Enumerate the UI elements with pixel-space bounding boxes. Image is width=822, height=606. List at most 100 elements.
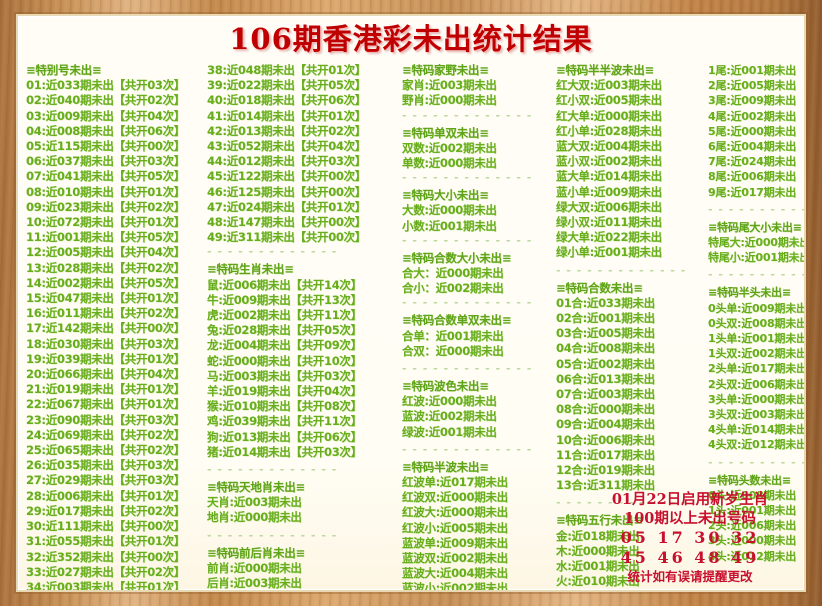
section-header-wuxing: ≡特码五行未出≡ xyxy=(556,513,643,528)
stat-line: 12合:近019期未出 xyxy=(556,463,655,478)
stat-line: 绿大双:近006期未出 xyxy=(556,199,662,214)
stat-line: 红波小:近005期未出 xyxy=(402,520,508,535)
stat-line: 13:近028期未出【共开02次】 xyxy=(26,260,186,275)
stat-line: 39:近022期未出【共开05次】 xyxy=(207,78,367,93)
col3-daxiao-lines: 大数:近000期未出 小数:近001期未出 xyxy=(402,203,552,233)
stat-line: 17:近142期未出【共开00次】 xyxy=(26,321,186,336)
column-2: 38:近048期未出【共开01次】 39:近022期未出【共开05次】 40:近01… xyxy=(205,63,400,590)
stat-line: 21:近019期未出【共开01次】 xyxy=(26,382,186,397)
poster-inner: 106期香港彩未出统计结果 ≡特别号未出≡ 01:近033期未出【共开03次】 0… xyxy=(16,14,806,592)
divider: - - - - - - - - - - - - - xyxy=(556,263,687,277)
stat-line: 鼠:近006期未出【共开14次】 xyxy=(207,277,362,292)
stat-line: 鸡:近039期未出【共开11次】 xyxy=(207,414,362,429)
stat-line: 10合:近006期未出 xyxy=(556,432,655,447)
stat-line: 猪:近014期未出【共开03次】 xyxy=(207,444,362,459)
stat-line: 38:近048期未出【共开01次】 xyxy=(207,63,367,77)
stat-line: 22:近067期未出【共开01次】 xyxy=(26,397,186,412)
stat-line: 红大双:近003期未出 xyxy=(556,78,662,93)
stat-line: 4头:近012期未出 xyxy=(708,549,797,563)
divider: - - - - - - - - - - - - - xyxy=(402,171,533,185)
stat-line: 33:近027期未出【共开02次】 xyxy=(26,564,186,579)
footer-line-3: 统计如有误请提醒更改 xyxy=(627,569,753,584)
stat-line: 13合:近311期未出 xyxy=(556,478,655,493)
footer-notice: 01月22日启用新岁生肖 100期以上未出号码 05 17 30 32 45 4… xyxy=(586,490,794,586)
col2-zodiac-lines: 鼠:近006期未出【共开14次】 牛:近009期未出【共开13次】 虎:近002期未… xyxy=(207,278,398,460)
divider: - - - - - - - - - - - - - xyxy=(556,496,687,510)
stat-line: 25:近065期未出【共开02次】 xyxy=(26,443,186,458)
stat-line: 马:近003期未出【共开03次】 xyxy=(207,368,362,383)
stat-line: 2头双:近006期未出 xyxy=(708,377,806,391)
stat-line: 虎:近002期未出【共开11次】 xyxy=(207,308,362,323)
col5-weidaxiao-lines: 特尾大:近000期未出 特尾小:近001期未出 xyxy=(708,235,806,265)
stat-line: 43:近052期未出【共开04次】 xyxy=(207,139,367,154)
stat-line: 01合:近033期未出 xyxy=(556,295,655,310)
col4-banbanbo-lines: 红大双:近003期未出 红小双:近005期未出 红大单:近000期未出 红小单:近02… xyxy=(556,78,704,260)
stat-line: 23:近090期未出【共开03次】 xyxy=(26,412,186,427)
stat-line: 49:近311期未出【共开00次】 xyxy=(207,230,367,245)
stat-line: 2头:近006期未出 xyxy=(708,519,797,533)
stat-line: 09合:近004期未出 xyxy=(556,417,655,432)
stat-line: 狗:近013期未出【共开06次】 xyxy=(207,429,362,444)
section-header-wei-daxiao: ≡特码尾大小未出≡ xyxy=(708,220,802,234)
col5-toushu-lines: 0头:近008期未出 1头:近001期未出 2头:近006期未出 3头:近000期未出… xyxy=(708,488,804,564)
stat-line: 28:近006期未出【共开01次】 xyxy=(26,488,186,503)
col1-lines: 01:近033期未出【共开03次】 02:近040期未出【共开02次】 03:近00… xyxy=(26,78,203,590)
stat-line: 金:近018期未出 xyxy=(556,528,640,543)
page-title: 106期香港彩未出统计结果 xyxy=(229,22,593,56)
stat-line: 24:近069期未出【共开02次】 xyxy=(26,427,186,442)
stat-line: 44:近012期未出【共开03次】 xyxy=(207,154,367,169)
stat-line: 04合:近008期未出 xyxy=(556,341,655,356)
stat-line: 小数:近001期未出 xyxy=(402,218,497,233)
section-header-qianhou: ≡特码前后肖未出≡ xyxy=(207,545,305,560)
stat-line: 6尾:近004期未出 xyxy=(708,140,797,154)
stat-line: 11合:近017期未出 xyxy=(556,447,655,462)
stat-line: 猴:近010期未出【共开08次】 xyxy=(207,399,362,414)
column-4: ≡特码半半波未出≡ 红大双:近003期未出 红小双:近005期未出 红大单:近000… xyxy=(554,63,706,590)
stat-line: 2头单:近017期未出 xyxy=(708,362,806,376)
stat-line: 2尾:近005期未出 xyxy=(708,79,797,93)
stat-line: 红波双:近000期未出 xyxy=(402,490,508,505)
stat-line: 特尾大:近000期未出 xyxy=(708,236,806,250)
col2-qianhou-lines: 前肖:近000期未出 后肖:近003期未出 xyxy=(207,561,398,590)
divider: - - - - - - - - - - - - - xyxy=(708,202,804,216)
stat-line: 02合:近001期未出 xyxy=(556,311,655,326)
divider: - - - - - - - - - - - - - xyxy=(402,362,533,376)
stat-line: 32:近352期未出【共开00次】 xyxy=(26,549,186,564)
col3-heshu-daxiao-lines: 合大：近000期未出 合小：近002期未出 xyxy=(402,266,552,296)
section-header-toushu: ≡特码头数未出≡ xyxy=(708,473,791,487)
stat-line: 4头单:近014期未出 xyxy=(708,423,806,437)
section-header-heshu-danshuang: ≡特码合数单双未出≡ xyxy=(402,313,512,328)
stat-line: 9尾:近017期未出 xyxy=(708,185,797,199)
divider: - - - - - - - - - - - - - xyxy=(207,528,338,542)
column-5: 1尾:近001期未出 2尾:近005期未出 3尾:近009期未出 4尾:近002期未出… xyxy=(706,63,806,564)
stat-line: 40:近018期未出【共开06次】 xyxy=(207,93,367,108)
col3-jiaye-lines: 家肖:近003期未出 野肖:近000期未出 xyxy=(402,78,552,108)
stat-line: 天肖:近003期未出 xyxy=(207,495,302,510)
stat-line: 03:近009期未出【共开04次】 xyxy=(26,108,186,123)
stat-line: 红小单:近028期未出 xyxy=(556,123,662,138)
col2-tiandi-lines: 天肖:近003期未出 地肖:近000期未出 xyxy=(207,495,398,525)
stat-line: 05:近115期未出【共开00次】 xyxy=(26,139,186,154)
stat-line: 42:近013期未出【共开02次】 xyxy=(207,123,367,138)
divider: - - - - - - - - - - - - - xyxy=(402,108,533,122)
section-header-tiandi: ≡特码天地肖未出≡ xyxy=(207,480,305,495)
stat-line: 3头单:近000期未出 xyxy=(708,392,806,406)
stat-line: 木:近000期未出 xyxy=(556,543,640,558)
stat-line: 水:近001期未出 xyxy=(556,559,640,574)
stat-line: 29:近017期未出【共开02次】 xyxy=(26,503,186,518)
stat-line: 绿大单:近022期未出 xyxy=(556,230,662,245)
stat-line: 羊:近019期未出【共开04次】 xyxy=(207,384,362,399)
stat-line: 05合:近002期未出 xyxy=(556,356,655,371)
column-1: ≡特别号未出≡ 01:近033期未出【共开03次】 02:近040期未出【共开02… xyxy=(24,63,205,590)
stat-line: 龙:近004期未出【共开09次】 xyxy=(207,338,362,353)
stat-line: 45:近122期未出【共开00次】 xyxy=(207,169,367,184)
stat-line: 0头单:近009期未出 xyxy=(708,301,806,315)
stat-line: 蓝波单:近009期未出 xyxy=(402,535,508,550)
section-header-danshuang: ≡特码单双未出≡ xyxy=(402,125,489,140)
divider: - - - - - - - - - - - - - xyxy=(402,233,533,247)
col3-danshuang-lines: 双数:近002期未出 单数:近000期未出 xyxy=(402,141,552,171)
stat-line: 绿小单:近001期未出 xyxy=(556,245,662,260)
section-header-banbo: ≡特码半波未出≡ xyxy=(402,459,489,474)
stat-line: 26:近035期未出【共开03次】 xyxy=(26,458,186,473)
